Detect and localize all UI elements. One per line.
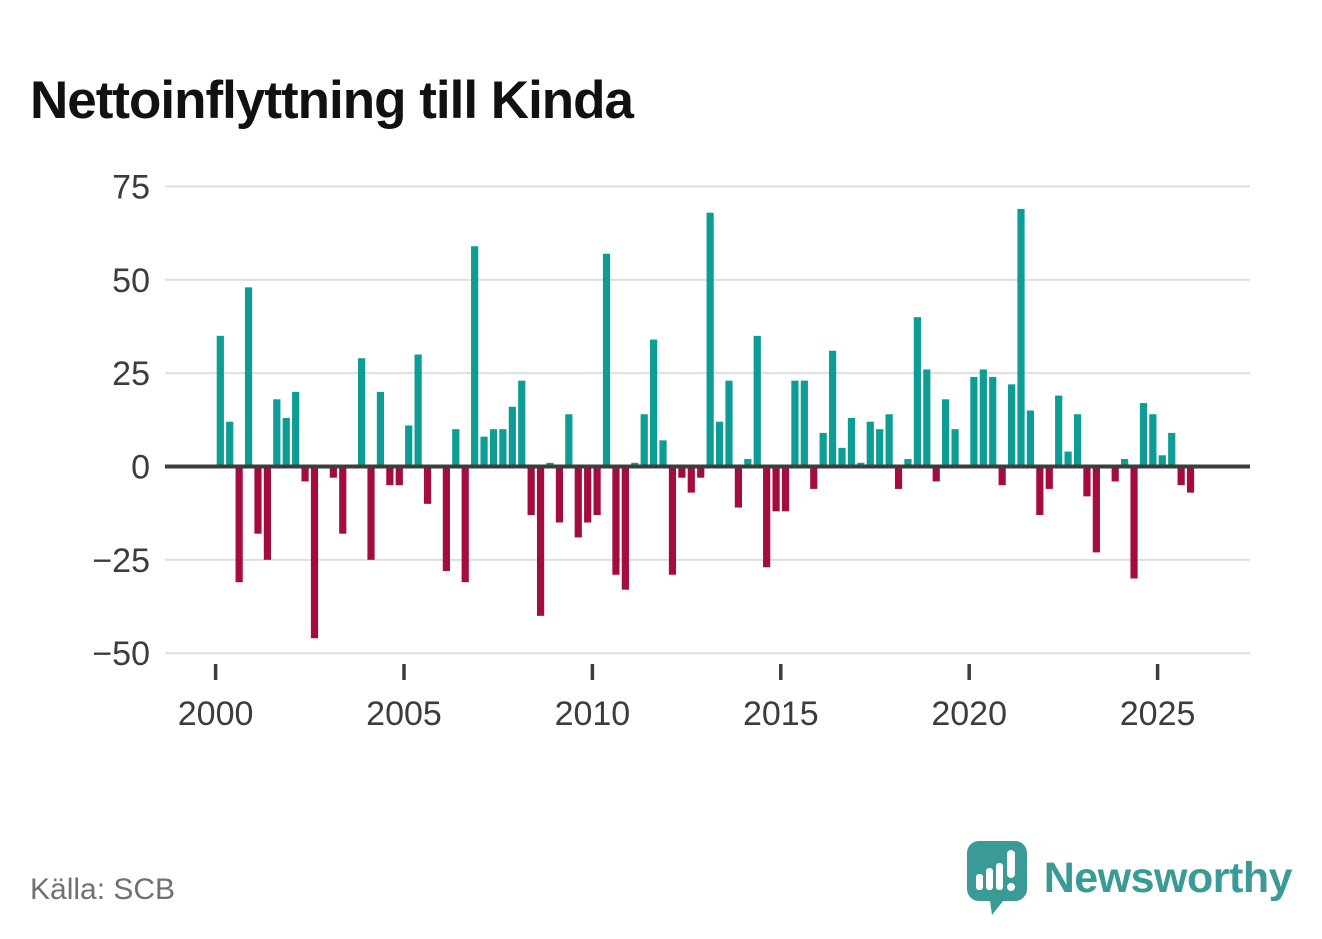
svg-text:2025: 2025	[1120, 695, 1196, 733]
svg-text:2000: 2000	[178, 695, 254, 733]
svg-text:75: 75	[112, 169, 150, 207]
newsworthy-wordmark: Newsworthy	[1043, 853, 1293, 902]
svg-text:−25: −25	[92, 542, 150, 580]
svg-text:0: 0	[131, 449, 150, 487]
newsworthy-logo: Newsworthy	[964, 839, 1293, 917]
svg-text:25: 25	[112, 355, 150, 393]
svg-text:50: 50	[112, 262, 150, 300]
newsworthy-icon	[966, 841, 1027, 915]
svg-text:2020: 2020	[931, 695, 1007, 733]
svg-text:2015: 2015	[743, 695, 819, 733]
source-label: Källa: SCB	[30, 873, 176, 906]
page-title: Nettoinflyttning till Kinda	[30, 70, 634, 130]
svg-text:−50: −50	[92, 635, 150, 673]
svg-text:2010: 2010	[555, 695, 631, 733]
svg-text:2005: 2005	[366, 695, 442, 733]
